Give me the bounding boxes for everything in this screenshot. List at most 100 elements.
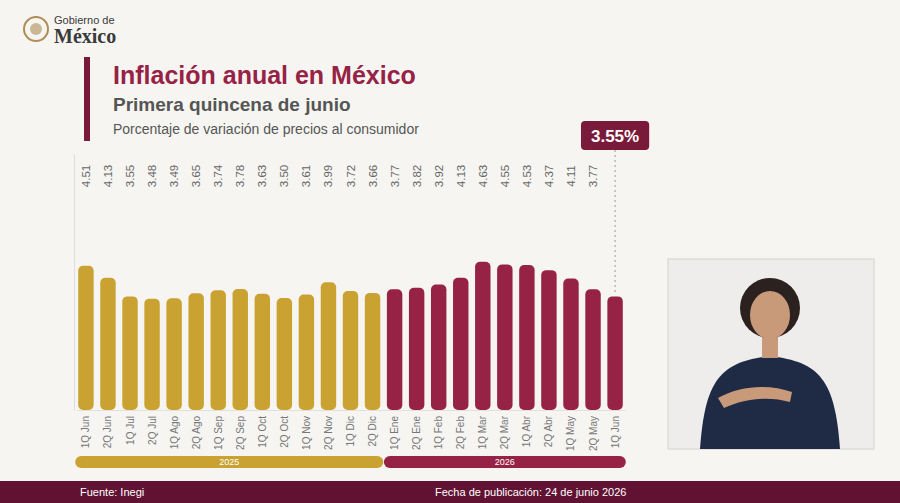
x-tick-label: 1Q Jun bbox=[610, 416, 621, 448]
x-tick-label: 1Q Jul bbox=[125, 416, 136, 445]
bar bbox=[233, 289, 248, 410]
x-tick-label: 1Q Nov bbox=[301, 416, 312, 450]
bar bbox=[277, 298, 292, 410]
x-tick: 2Q Ago bbox=[191, 410, 202, 449]
x-tick: 1Q Jul bbox=[125, 410, 136, 445]
data-label: 4.63 bbox=[477, 165, 489, 187]
bar bbox=[210, 290, 225, 410]
x-tick: 2Q May bbox=[588, 410, 599, 451]
x-tick: 1Q Abr bbox=[521, 410, 532, 447]
x-tick: 2Q Jul bbox=[147, 410, 158, 445]
x-tick-label: 1Q May bbox=[565, 416, 576, 451]
callout-box bbox=[581, 121, 649, 150]
bar bbox=[563, 278, 578, 410]
x-tick-label: 1Q Ene bbox=[389, 416, 400, 450]
bar bbox=[607, 296, 622, 410]
x-tick-label: 2Q Jul bbox=[147, 416, 158, 445]
bar bbox=[541, 270, 556, 410]
data-label: 4.13 bbox=[455, 165, 467, 187]
x-tick: 2Q Ene bbox=[411, 410, 422, 450]
bar bbox=[321, 282, 336, 410]
x-tick: 2Q Oct bbox=[279, 410, 290, 448]
x-tick-label: 1Q Sep bbox=[213, 416, 224, 450]
bars bbox=[78, 262, 623, 410]
x-tick-label: 1Q Oct bbox=[257, 416, 268, 448]
bar bbox=[519, 265, 534, 410]
data-label: 3.63 bbox=[256, 165, 268, 187]
x-tick-label: 1Q Mar bbox=[477, 415, 488, 449]
bar bbox=[100, 278, 115, 410]
x-tick-label: 2Q Abr bbox=[543, 415, 554, 447]
footer-source: Fuente: Inegi bbox=[80, 486, 144, 498]
data-label: 3.55 bbox=[124, 165, 136, 187]
subtitle: Primera quincena de junio bbox=[113, 94, 351, 115]
data-label: 4.51 bbox=[80, 165, 92, 187]
data-label: 4.13 bbox=[102, 165, 114, 187]
x-tick-label: 2Q Ago bbox=[191, 416, 202, 450]
x-tick-label: 2Q Oct bbox=[279, 416, 290, 448]
x-axis-line bbox=[77, 410, 626, 411]
data-labels: 4.514.133.553.483.493.653.743.783.633.50… bbox=[80, 164, 599, 187]
x-tick-label: 2Q Feb bbox=[455, 416, 466, 450]
data-label: 4.11 bbox=[565, 165, 577, 187]
description: Porcentaje de variación de precios al co… bbox=[113, 121, 419, 137]
x-tick: 1Q Nov bbox=[301, 410, 312, 450]
interpreter-video bbox=[668, 259, 874, 449]
year-label: 2026 bbox=[495, 457, 515, 467]
x-tick-label: 2Q Jun bbox=[102, 416, 113, 448]
data-label: 4.37 bbox=[543, 165, 555, 187]
year-band bbox=[384, 456, 626, 468]
x-tick: 1Q Dic bbox=[345, 410, 356, 447]
data-label: 3.99 bbox=[322, 165, 334, 187]
interpreter-face bbox=[750, 291, 790, 339]
bar bbox=[122, 296, 137, 410]
logo: Gobierno deMéxico bbox=[24, 14, 116, 47]
x-tick-label: 2Q Ene bbox=[411, 416, 422, 450]
interpreter-hands bbox=[718, 387, 792, 408]
x-tick: 1Q May bbox=[565, 410, 576, 451]
data-label: 3.77 bbox=[587, 165, 599, 187]
x-tick: 1Q Sep bbox=[213, 410, 224, 450]
title: Inflación anual en México bbox=[113, 61, 416, 89]
x-tick: 1Q Mar bbox=[477, 410, 488, 449]
data-label: 3.82 bbox=[411, 165, 423, 187]
x-tick-label: 1Q Ago bbox=[169, 416, 180, 450]
year-band bbox=[75, 456, 383, 468]
x-tick: 1Q Ene bbox=[389, 410, 400, 450]
bar bbox=[365, 293, 380, 410]
bar bbox=[343, 291, 358, 410]
logo-emblem bbox=[24, 17, 48, 41]
footer-date: Fecha de publicación: 24 de junio 2026 bbox=[435, 486, 626, 498]
bar bbox=[166, 298, 181, 410]
bar bbox=[255, 294, 270, 410]
bar bbox=[585, 289, 600, 410]
x-tick-label: 1Q Jun bbox=[80, 416, 91, 448]
x-tick-label: 2Q Sep bbox=[235, 416, 246, 450]
x-tick-label: 1Q Dic bbox=[345, 416, 356, 447]
x-tick-label: 2Q Dic bbox=[367, 416, 378, 447]
data-label: 3.92 bbox=[433, 165, 445, 187]
bar bbox=[497, 264, 512, 410]
data-label: 4.53 bbox=[521, 165, 533, 187]
data-label: 3.74 bbox=[212, 164, 224, 187]
x-tick-label: 1Q Feb bbox=[433, 416, 444, 450]
logo-line: México bbox=[54, 25, 116, 47]
x-tick: 1Q Jun bbox=[610, 410, 621, 448]
x-tick: 2Q Dic bbox=[367, 410, 378, 447]
x-tick: 1Q Feb bbox=[433, 410, 444, 449]
bar bbox=[475, 262, 490, 410]
logo-emblem-core bbox=[30, 23, 42, 35]
data-label: 3.72 bbox=[345, 165, 357, 187]
year-groups: 2025 2026 bbox=[75, 456, 626, 468]
bar bbox=[188, 293, 203, 410]
y-axis bbox=[74, 155, 75, 411]
data-label: 3.48 bbox=[146, 165, 158, 187]
x-tick: 2Q Jun bbox=[102, 410, 113, 448]
x-tick: 2Q Mar bbox=[499, 410, 510, 449]
year-label: 2025 bbox=[219, 457, 239, 467]
data-label: 3.49 bbox=[168, 165, 180, 187]
data-label: 3.66 bbox=[367, 165, 379, 187]
bar bbox=[409, 288, 424, 410]
data-label: 3.78 bbox=[234, 165, 246, 187]
x-axis: 1Q Jun 2Q Jun 1Q Jul 2Q Jul 1Q Ago 2Q Ago 1Q S… bbox=[77, 410, 626, 451]
